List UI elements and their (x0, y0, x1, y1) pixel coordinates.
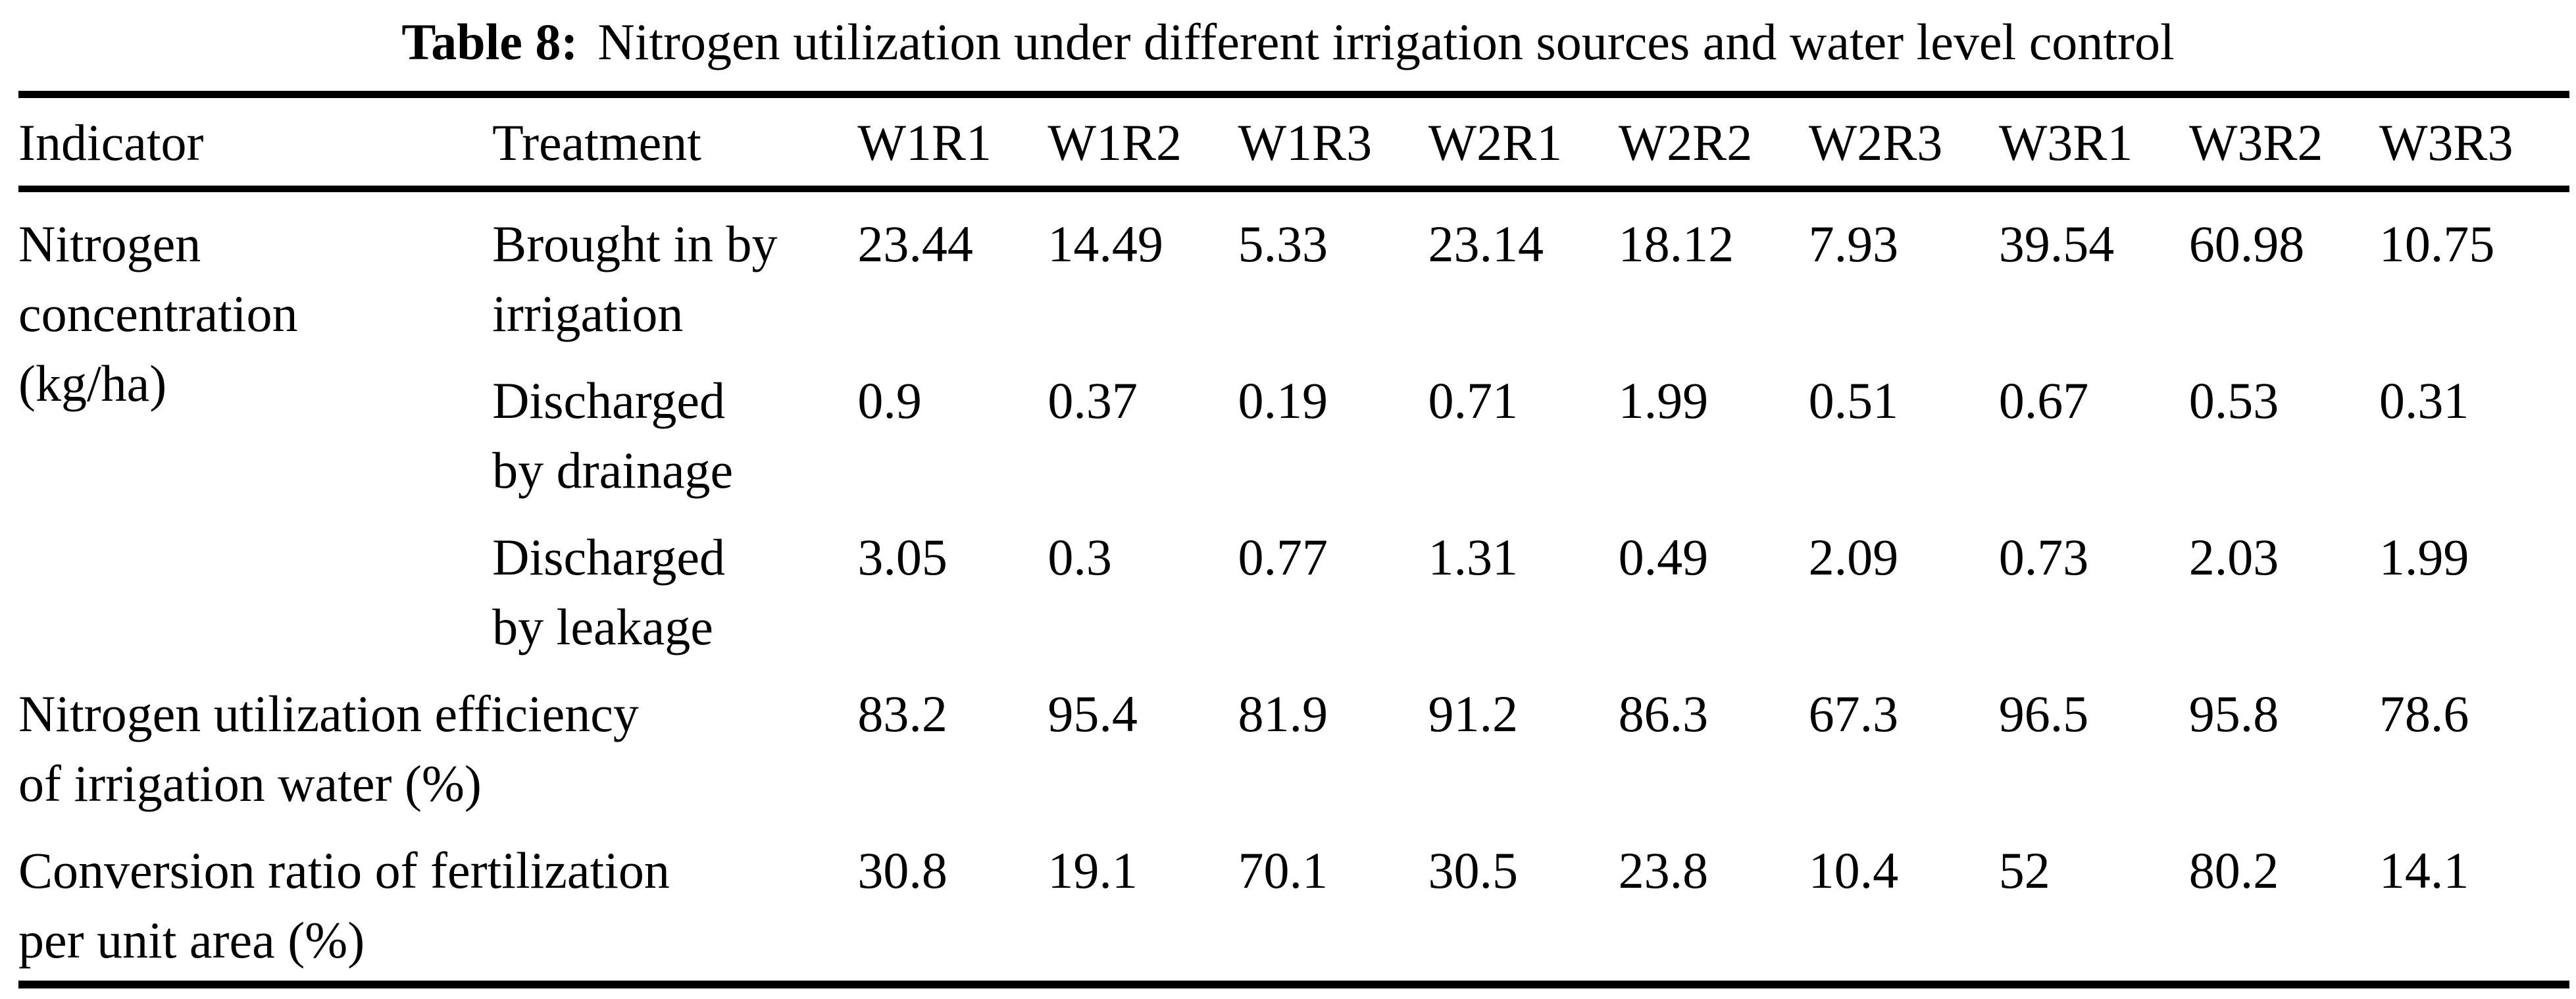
value-cell: 60.98 (2188, 215, 2305, 272)
value-cell: 39.54 (1998, 215, 2115, 272)
header-cell-treatment: Treatment (492, 94, 858, 192)
value-cell: 0.9 (857, 372, 922, 429)
treatment-cell: Discharged by leakage (492, 528, 725, 655)
value-cell: 52 (1998, 842, 2050, 899)
value-cell: 0.73 (1998, 528, 2089, 586)
nitrogen-utilization-table: Indicator Treatment W1R1 W1R2 W1R3 W2R1 … (18, 91, 2569, 988)
header-cell: W2R2 (1618, 94, 1809, 192)
value-cell: 23.8 (1618, 842, 1709, 899)
value-cell: 3.05 (857, 528, 947, 586)
value-cell: 0.37 (1048, 372, 1138, 429)
value-cell: 5.33 (1238, 215, 1328, 272)
caption-label: Table 8: (401, 13, 578, 70)
value-cell: 70.1 (1238, 842, 1328, 899)
value-cell: 78.6 (2379, 685, 2469, 742)
value-cell: 83.2 (857, 685, 947, 742)
treatment-cell: Brought in by irrigation (492, 215, 778, 342)
header-cell: W3R2 (2188, 94, 2379, 192)
header-row: Indicator Treatment W1R1 W1R2 W1R3 W2R1 … (18, 94, 2569, 192)
value-cell: 0.51 (1808, 372, 1899, 429)
value-cell: 10.4 (1808, 842, 1899, 899)
value-cell: 0.77 (1238, 528, 1328, 586)
header-cell: W2R3 (1808, 94, 1999, 192)
value-cell: 0.49 (1618, 528, 1709, 586)
value-cell: 81.9 (1238, 685, 1328, 742)
value-cell: 7.93 (1808, 215, 1899, 272)
header-cell-indicator: Indicator (18, 94, 493, 192)
value-cell: 30.8 (857, 842, 947, 899)
table-row: Discharged by drainage 0.9 0.37 0.19 0.7… (18, 349, 2569, 505)
value-cell: 19.1 (1048, 842, 1138, 899)
header-cell: W2R1 (1428, 94, 1619, 192)
value-cell: 1.99 (2379, 528, 2469, 586)
value-cell: 91.2 (1428, 685, 1519, 742)
value-cell: 1.31 (1428, 528, 1519, 586)
value-cell: 0.71 (1428, 372, 1519, 429)
value-cell: 10.75 (2379, 215, 2495, 272)
value-cell: 80.2 (2188, 842, 2279, 899)
header-cell: W1R3 (1238, 94, 1428, 192)
value-cell: 0.67 (1998, 372, 2089, 429)
value-cell: 0.53 (2188, 372, 2279, 429)
value-cell: 23.14 (1428, 215, 1544, 272)
table-row: Nitrogen utilization efficiency of irrig… (18, 662, 2569, 819)
value-cell: 96.5 (1998, 685, 2089, 742)
caption-text: Nitrogen utilization under different irr… (597, 13, 2175, 70)
value-cell: 86.3 (1618, 685, 1709, 742)
value-cell: 2.09 (1808, 528, 1899, 586)
table-row: Conversion ratio of fertilization per un… (18, 819, 2569, 985)
value-cell: 30.5 (1428, 842, 1519, 899)
value-cell: 14.1 (2379, 842, 2469, 899)
treatment-cell: Discharged by drainage (492, 372, 734, 499)
value-cell: 14.49 (1048, 215, 1163, 272)
value-cell: 2.03 (2188, 528, 2279, 586)
value-cell: 0.31 (2379, 372, 2469, 429)
header-cell: W3R1 (1998, 94, 2189, 192)
header-cell: W1R1 (857, 94, 1048, 192)
value-cell: 67.3 (1808, 685, 1899, 742)
header-cell: W1R2 (1048, 94, 1238, 192)
value-cell: 0.3 (1048, 528, 1112, 586)
value-cell: 0.19 (1238, 372, 1328, 429)
indicator-cell: Conversion ratio of fertilization per un… (18, 842, 670, 969)
table-row: Discharged by leakage 3.05 0.3 0.77 1.31… (18, 505, 2569, 662)
value-cell: 23.44 (857, 215, 973, 272)
value-cell: 95.8 (2188, 685, 2279, 742)
indicator-cell: Nitrogen utilization efficiency of irrig… (18, 685, 639, 812)
table-caption: Table 8: Nitrogen utilization under diffe… (0, 9, 2576, 75)
indicator-cell: Nitrogen concentration (kg/ha) (18, 215, 298, 412)
value-cell: 95.4 (1048, 685, 1138, 742)
value-cell: 18.12 (1618, 215, 1734, 272)
header-cell: W3R3 (2379, 94, 2569, 192)
table-row: Nitrogen concentration (kg/ha) Brought i… (18, 189, 2569, 412)
value-cell: 1.99 (1618, 372, 1709, 429)
